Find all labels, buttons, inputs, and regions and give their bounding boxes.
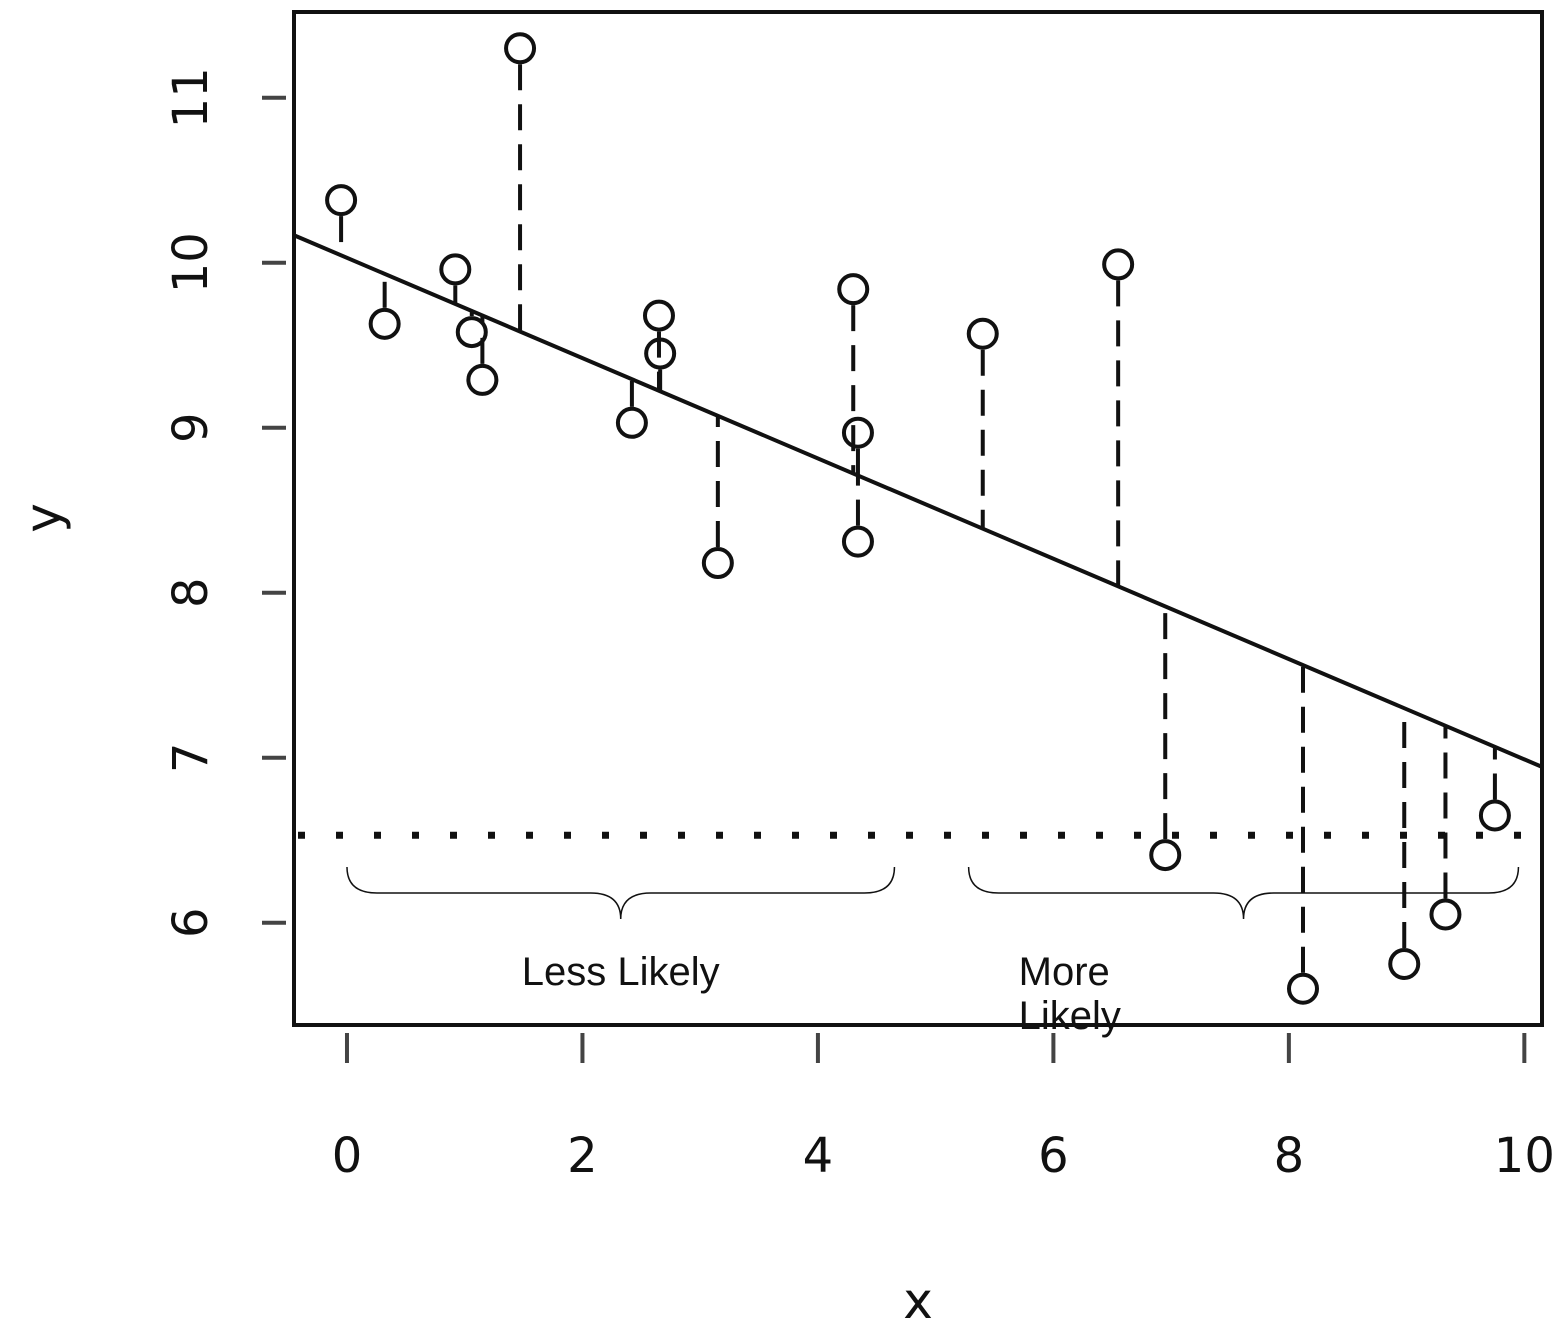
data-points bbox=[325, 32, 1511, 1005]
x-tick-label: 0 bbox=[332, 1128, 363, 1184]
y-tick-label: 11 bbox=[163, 67, 219, 128]
data-point bbox=[439, 253, 472, 286]
x-tick-label: 4 bbox=[803, 1128, 834, 1184]
y-axis-title: y bbox=[14, 503, 72, 533]
plot-frame bbox=[292, 10, 1544, 1027]
data-point bbox=[841, 416, 874, 449]
data-point bbox=[1149, 839, 1182, 872]
data-point bbox=[615, 406, 648, 439]
x-axis: 0 2 4 6 8 10 bbox=[332, 1033, 1555, 1184]
y-tick-label: 6 bbox=[163, 907, 219, 938]
data-point bbox=[1102, 248, 1135, 281]
x-tick-label: 2 bbox=[567, 1128, 598, 1184]
data-point bbox=[966, 317, 999, 350]
annotation-label: Less Likely bbox=[522, 950, 720, 994]
residual-lines bbox=[339, 64, 1497, 973]
data-point bbox=[701, 547, 734, 580]
data-point bbox=[466, 363, 499, 396]
regression-line bbox=[293, 233, 1543, 769]
data-point bbox=[368, 307, 401, 340]
data-point bbox=[1429, 898, 1462, 931]
annotation-brace bbox=[346, 867, 896, 920]
data-point bbox=[642, 299, 675, 332]
x-tick-label: 10 bbox=[1494, 1128, 1555, 1184]
x-axis-title: x bbox=[903, 1272, 933, 1330]
x-tick-label: 8 bbox=[1274, 1128, 1305, 1184]
annotation-label: More Likely bbox=[1019, 950, 1121, 1038]
data-point bbox=[1286, 972, 1319, 1005]
data-point bbox=[1478, 799, 1511, 832]
y-tick-label: 10 bbox=[163, 232, 219, 293]
data-point bbox=[837, 273, 870, 306]
y-tick-label: 9 bbox=[163, 412, 219, 443]
y-tick-label: 8 bbox=[163, 577, 219, 608]
data-point bbox=[325, 184, 358, 217]
data-point bbox=[841, 525, 874, 558]
data-point bbox=[644, 337, 677, 370]
data-point bbox=[1388, 947, 1421, 980]
data-point bbox=[504, 32, 537, 65]
y-axis: 6 7 8 9 10 11 bbox=[163, 67, 286, 938]
x-tick-label: 6 bbox=[1038, 1128, 1069, 1184]
annotations: Less Likely More Likely bbox=[346, 867, 1520, 1038]
data-point bbox=[455, 316, 488, 349]
y-tick-label: 7 bbox=[163, 742, 219, 773]
annotation-brace bbox=[967, 867, 1520, 920]
